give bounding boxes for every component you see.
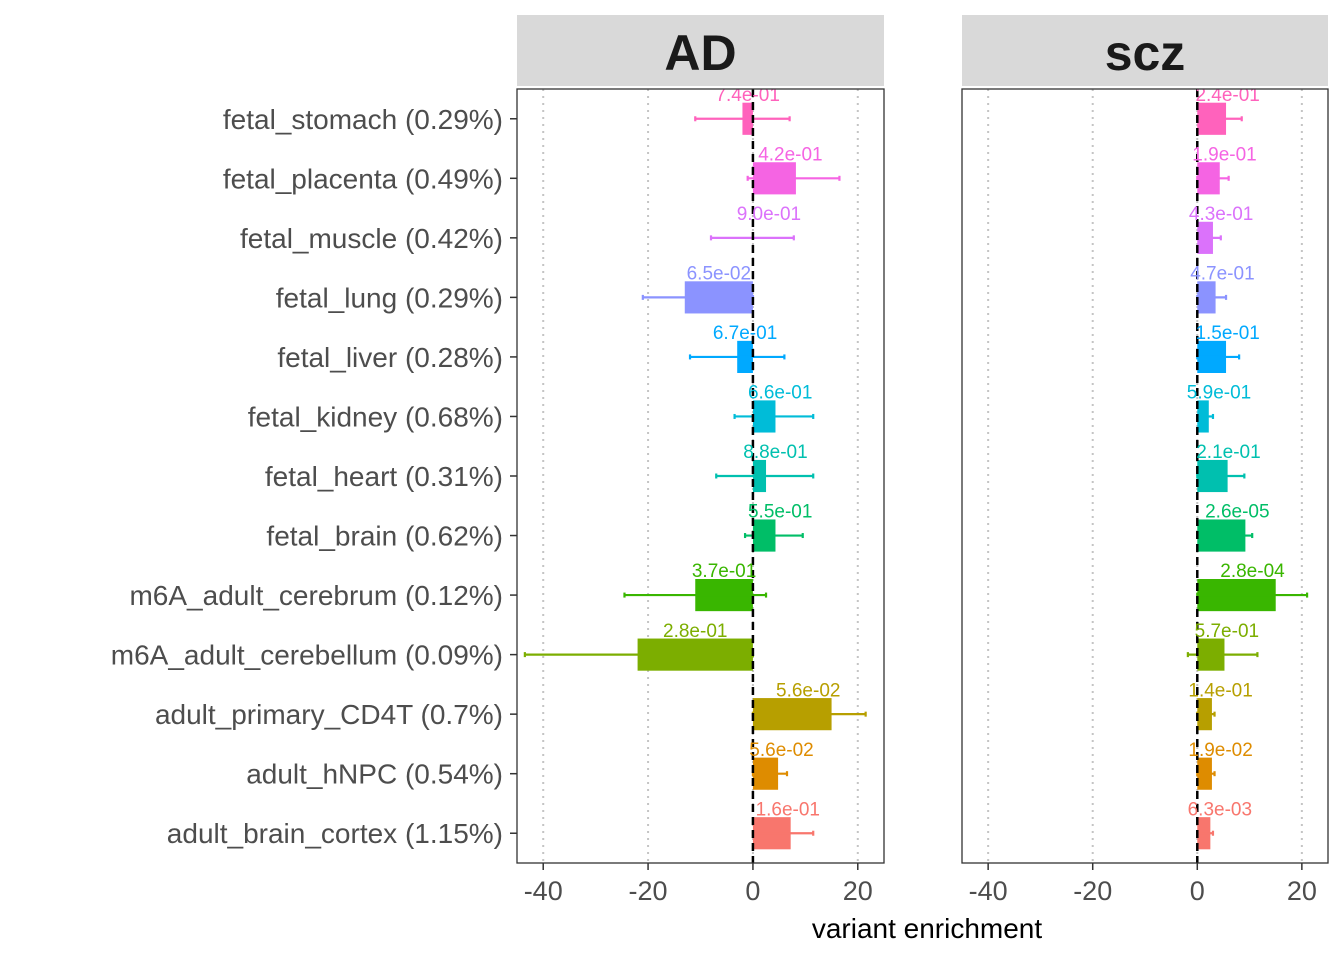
pvalue-label: 4.2e-01 [758, 144, 822, 165]
y-category-label: fetal_brain (0.62%) [266, 521, 503, 552]
y-category-label: fetal_muscle (0.42%) [240, 223, 503, 254]
pvalue-label: 8.8e-01 [743, 442, 807, 463]
pvalue-label: 2.6e-05 [1205, 502, 1269, 523]
pvalue-label: 2.8e-04 [1220, 561, 1285, 582]
x-tick-label: 20 [843, 876, 873, 906]
pvalue-label: 2.8e-01 [663, 621, 727, 642]
pvalue-label: 6.7e-01 [713, 323, 777, 344]
pvalue-label: 1.6e-01 [756, 799, 820, 820]
x-tick-label: -40 [524, 876, 563, 906]
pvalue-label: 5.6e-02 [776, 680, 840, 701]
pvalue-label: 5.6e-02 [749, 740, 813, 761]
pvalue-label: 2.4e-01 [1195, 85, 1259, 106]
x-axis-title: variant enrichment [812, 913, 1043, 944]
pvalue-label: 5.7e-01 [1195, 621, 1259, 642]
pvalue-label: 4.7e-01 [1190, 264, 1254, 285]
pvalue-label: 1.9e-02 [1188, 740, 1252, 761]
facet-title-ad: AD [664, 25, 736, 81]
y-category-label: m6A_adult_cerebrum (0.12%) [129, 580, 503, 611]
y-category-label: adult_brain_cortex (1.15%) [167, 818, 503, 849]
y-category-label: fetal_liver (0.28%) [277, 342, 503, 373]
y-category-label: adult_primary_CD4T (0.7%) [155, 699, 503, 730]
pvalue-label: 7.4e-01 [715, 85, 779, 106]
x-tick-label: 0 [745, 876, 760, 906]
pvalue-label: 3.7e-01 [692, 561, 756, 582]
x-tick-label: -20 [1073, 876, 1112, 906]
pvalue-label: 6.6e-01 [748, 383, 812, 404]
y-category-label: m6A_adult_cerebellum (0.09%) [111, 640, 503, 671]
pvalue-label: 1.4e-01 [1188, 680, 1252, 701]
y-category-label: fetal_lung (0.29%) [276, 282, 503, 313]
y-category-label: fetal_stomach (0.29%) [223, 104, 503, 135]
pvalue-label: 5.9e-01 [1187, 383, 1251, 404]
panel-background-scz [962, 89, 1328, 863]
pvalue-label: 5.5e-01 [748, 502, 812, 523]
x-tick-label: -20 [629, 876, 668, 906]
y-category-label: fetal_kidney (0.68%) [248, 401, 503, 432]
facet-title-scz: scz [1105, 25, 1186, 81]
y-category-label: adult_hNPC (0.54%) [246, 759, 503, 790]
facet-strip-scz [962, 15, 1328, 86]
y-category-label: fetal_placenta (0.49%) [223, 163, 503, 194]
y-category-label: fetal_heart (0.31%) [265, 461, 503, 492]
pvalue-label: 6.5e-02 [687, 264, 751, 285]
panel-border [961, 88, 1329, 864]
x-tick-label: 0 [1190, 876, 1205, 906]
panel-background-ad [517, 89, 884, 863]
pvalue-label: 1.9e-01 [1192, 144, 1256, 165]
pvalue-label: 9.0e-01 [737, 204, 801, 225]
x-tick-label: 20 [1287, 876, 1317, 906]
pvalue-label: 4.3e-01 [1189, 204, 1253, 225]
x-tick-label: -40 [969, 876, 1008, 906]
facet-strip-ad [517, 15, 884, 86]
pvalue-label: 1.5e-01 [1195, 323, 1259, 344]
pvalue-label: 6.3e-03 [1188, 799, 1252, 820]
pvalue-label: 2.1e-01 [1196, 442, 1260, 463]
